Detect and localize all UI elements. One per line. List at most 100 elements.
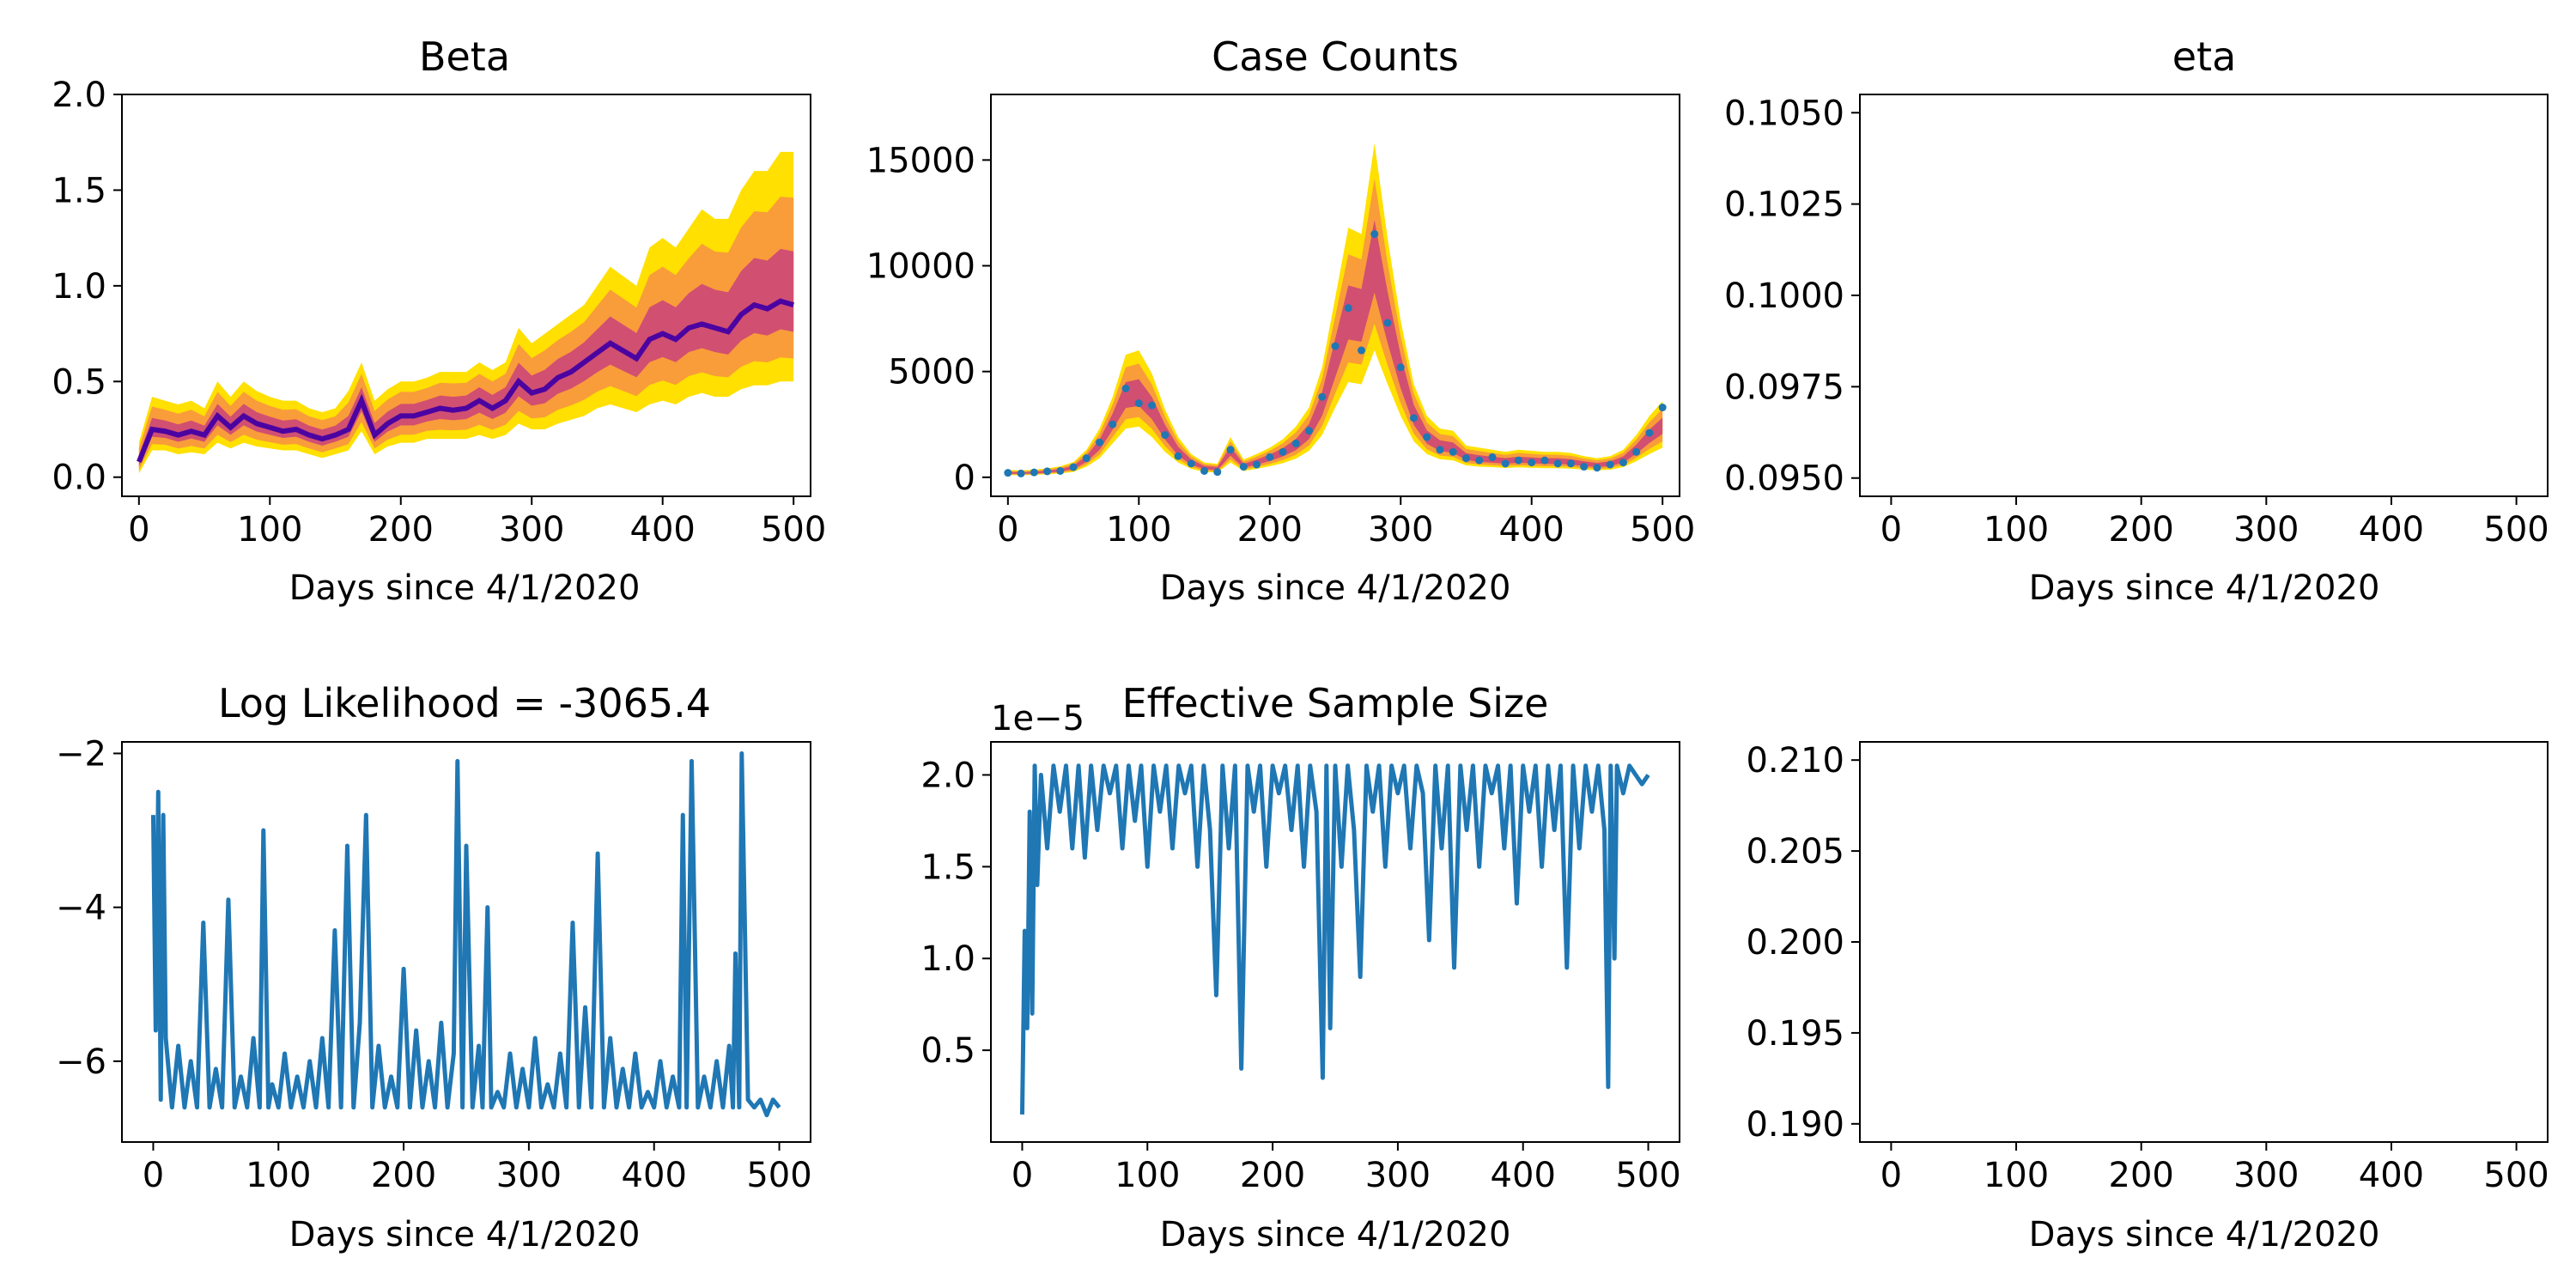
ess-title: Effective Sample Size [1122, 680, 1549, 726]
blank-xlabel: Days since 4/1/2020 [2029, 1215, 2380, 1255]
cases-xtick-label: 400 [1499, 510, 1564, 550]
cases-point [1226, 446, 1235, 454]
cases-point [1318, 392, 1327, 401]
ess-ytick-label: 2.0 [920, 756, 975, 795]
beta-ytick-label: 2.0 [52, 76, 106, 115]
loglik-xtick-label: 0 [143, 1156, 164, 1195]
blank-xtick-label: 100 [1984, 1156, 2049, 1195]
beta-xtick-label: 400 [630, 510, 696, 550]
beta-plot: 0 100 200 300 400 500 0.0 0.5 1.0 1.5 2.0 [52, 76, 826, 550]
loglik-series-line [150, 750, 781, 1118]
beta-panel: Beta Days since 4/1/2020 [289, 33, 641, 608]
cases-point [1082, 454, 1091, 463]
eta-ytick-label: 0.1000 [1724, 276, 1844, 316]
ess-xtick-label: 200 [1240, 1156, 1305, 1195]
blank-ytick-label: 0.190 [1746, 1105, 1844, 1145]
loglik-xtick-label: 200 [371, 1156, 436, 1195]
cases-point [1253, 460, 1261, 469]
cases-point [1436, 446, 1444, 454]
cases-point [1096, 438, 1104, 447]
blank-xtick-label: 500 [2483, 1156, 2549, 1195]
ess-xtick-label: 100 [1115, 1156, 1180, 1195]
blank-xtick-label: 0 [1880, 1156, 1902, 1195]
cases-point [1043, 467, 1052, 476]
blank-panel: Days since 4/1/2020 [2029, 1215, 2380, 1255]
cases-point [1619, 459, 1627, 467]
eta-xtick-label: 400 [2359, 510, 2424, 550]
cases-point [1645, 428, 1654, 437]
beta-ytick-label: 1.5 [52, 171, 106, 210]
cases-xtick-label: 300 [1368, 510, 1433, 550]
cases-point [1069, 463, 1078, 471]
cases-point [1461, 454, 1470, 463]
beta-xtick-label: 300 [499, 510, 564, 550]
cases-point [1370, 230, 1379, 239]
ess-ytick-label: 0.5 [920, 1031, 975, 1071]
cases-xtick-label: 200 [1237, 510, 1303, 550]
eta-ytick-label: 0.1050 [1724, 94, 1844, 133]
cases-band-outer [1007, 143, 1663, 476]
cases-point [1658, 404, 1667, 412]
loglik-xlabel: Days since 4/1/2020 [289, 1215, 641, 1255]
eta-xlabel: Days since 4/1/2020 [2029, 568, 2380, 608]
cases-point [1331, 342, 1340, 350]
cases-xtick-label: 500 [1630, 510, 1695, 550]
cases-ytick-label: 15000 [866, 141, 975, 180]
cases-point [1528, 459, 1536, 467]
cases-point [1423, 433, 1431, 441]
eta-ytick-label: 0.1025 [1724, 185, 1844, 225]
cases-point [1279, 447, 1287, 456]
loglik-ytick-label: −6 [56, 1042, 106, 1082]
ess-plot: 0 100 200 300 400 500 0.5 1.0 1.5 2.0 [920, 741, 1681, 1195]
cases-point [1109, 420, 1117, 428]
loglik-plot: 0 100 200 300 400 500 −6 −4 −2 [56, 734, 812, 1195]
beta-xtick-label: 500 [761, 510, 826, 550]
cases-point [1606, 460, 1614, 469]
cases-point [1566, 459, 1575, 468]
cases-point [1017, 469, 1025, 477]
cases-point [1553, 459, 1562, 468]
cases-point [1344, 304, 1352, 313]
eta-xtick-label: 500 [2483, 510, 2549, 550]
beta-ytick-label: 0.5 [52, 362, 106, 402]
cases-band-mid [1007, 179, 1663, 475]
cases-point [1291, 439, 1300, 447]
cases-point [1004, 469, 1012, 477]
cases-point [1449, 447, 1457, 456]
blank-ytick-label: 0.210 [1746, 741, 1844, 781]
eta-xtick-label: 200 [2109, 510, 2174, 550]
blank-xtick-label: 400 [2359, 1156, 2424, 1195]
cases-panel: Case Counts Days since 4/1/2020 [1160, 33, 1511, 608]
beta-ytick-label: 0.0 [52, 459, 106, 498]
cases-point [1174, 452, 1182, 460]
ess-xtick-label: 300 [1365, 1156, 1431, 1195]
cases-point [1383, 319, 1392, 327]
beta-median-line [137, 298, 795, 464]
cases-point [1357, 346, 1365, 355]
cases-point [1580, 463, 1589, 471]
cases-point [1134, 399, 1143, 408]
eta-panel: eta Days since 4/1/2020 [2029, 33, 2380, 608]
eta-xtick-label: 300 [2233, 510, 2299, 550]
loglik-ytick-label: −4 [56, 889, 106, 928]
loglik-title: Log Likelihood = -3065.4 [218, 680, 711, 726]
ess-xtick-label: 400 [1491, 1156, 1556, 1195]
eta-xtick-label: 100 [1984, 510, 2049, 550]
cases-point [1514, 456, 1522, 465]
cases-point [1475, 456, 1484, 465]
cases-point [1396, 363, 1405, 372]
loglik-xtick-label: 400 [622, 1156, 687, 1195]
loglik-marks [150, 750, 781, 1118]
beta-marks [137, 151, 795, 474]
ess-series-line [1019, 763, 1650, 1115]
cases-title: Case Counts [1212, 33, 1459, 80]
ess-panel: Effective Sample Size 1e−5 Days since 4/… [991, 680, 1548, 1255]
ess-xtick-label: 0 [1012, 1156, 1033, 1195]
beta-xtick-label: 200 [368, 510, 434, 550]
loglik-xtick-label: 300 [496, 1156, 562, 1195]
blank-ytick-label: 0.195 [1746, 1014, 1844, 1054]
cases-ytick-label: 5000 [888, 353, 975, 392]
cases-axes-frame [990, 94, 1680, 497]
beta-ytick-label: 1.0 [52, 267, 106, 307]
